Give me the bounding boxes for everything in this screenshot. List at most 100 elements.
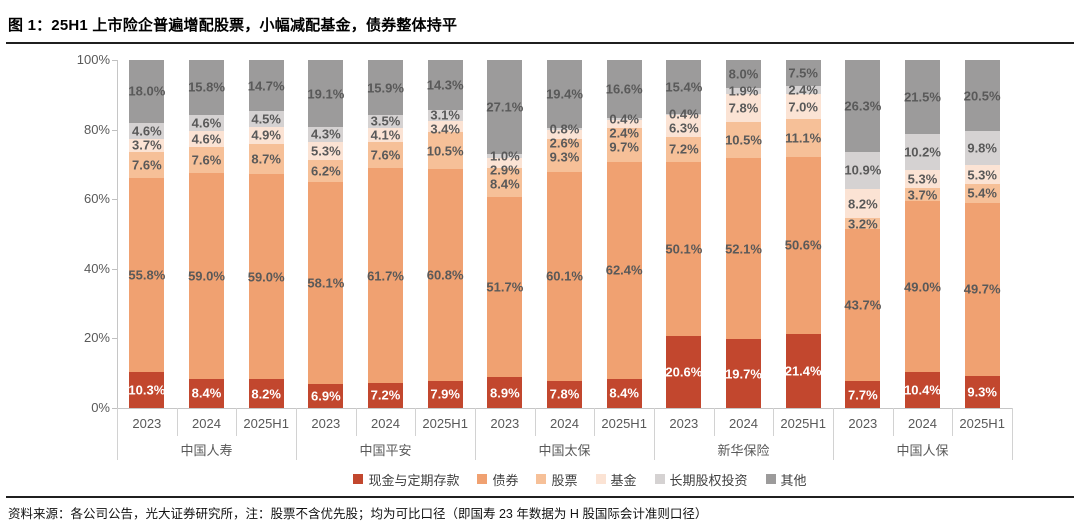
bar-segment — [368, 127, 403, 142]
year-separator — [415, 408, 417, 436]
bar-segment-label: 4.3% — [311, 126, 341, 142]
bar-segment — [487, 157, 523, 168]
bar-segment-label: 9.8% — [967, 140, 997, 156]
bar-segment — [964, 202, 1000, 376]
bar-segment — [606, 60, 642, 119]
y-axis-tick — [112, 408, 117, 409]
bar-segment-label: 55.8% — [128, 267, 166, 283]
bar-segment — [606, 127, 642, 162]
bar-segment — [427, 60, 463, 110]
bar-segment-label: 49.7% — [963, 281, 1001, 297]
bar-segment-label: 7.2% — [669, 141, 699, 157]
bar-segment-label: 0.8% — [549, 121, 580, 137]
bar-segment-label: 8.2% — [251, 386, 281, 402]
year-label: 2025H1 — [959, 416, 1005, 431]
bar-segment-label: 6.9% — [311, 388, 341, 404]
bar-segment — [726, 94, 761, 122]
legend-label: 债券 — [492, 472, 519, 488]
bar-segment — [606, 119, 642, 128]
legend-swatch — [477, 474, 488, 484]
bar-segment-label: 7.6% — [191, 152, 222, 168]
bar-segment — [248, 143, 284, 175]
year-label: 2023 — [848, 416, 878, 431]
bar-segment-label: 4.6% — [191, 131, 222, 147]
bar-segment-label: 3.7% — [132, 137, 162, 153]
y-axis-tick-label: 60% — [83, 191, 110, 207]
bar-segment — [845, 189, 881, 218]
bar-segment-label: 4.9% — [251, 127, 281, 143]
bar-segment — [427, 380, 463, 408]
bar-segment — [487, 154, 523, 158]
bar-segment-label: 19.7% — [725, 366, 762, 382]
group-label: 新华保险 — [717, 443, 770, 458]
bar-segment-label: 59.0% — [247, 269, 285, 285]
bar-segment-label: 8.4% — [191, 385, 222, 401]
bar-segment — [248, 379, 284, 408]
bar-segment-label: 2.4% — [609, 125, 639, 141]
bar-segment-label: 27.1% — [486, 99, 524, 115]
bar-segment — [964, 131, 1000, 166]
bar-segment — [785, 118, 821, 158]
bar-segment — [427, 109, 463, 121]
bar-segment — [427, 120, 463, 133]
legend-swatch — [654, 474, 665, 484]
group-label: 中国平安 — [359, 443, 412, 458]
bar-segment — [785, 157, 821, 334]
bar-segment-label: 3.5% — [370, 113, 401, 129]
group-separator — [654, 408, 655, 460]
bar-segment-label: 1.0% — [490, 148, 520, 164]
y-axis-tick — [112, 199, 117, 201]
bar-segment-label: 6.3% — [669, 120, 699, 136]
bar-segment — [368, 115, 403, 128]
year-separator — [952, 408, 954, 436]
bar-segment — [547, 380, 582, 408]
year-separator — [236, 408, 238, 436]
bar-segment — [189, 114, 224, 131]
legend-label: 其他 — [780, 472, 807, 488]
bar-segment — [964, 60, 1000, 132]
bar-segment — [487, 377, 523, 408]
year-separator — [355, 408, 357, 436]
group-separator — [475, 408, 476, 460]
bar-segment — [606, 161, 642, 379]
y-axis-tick-label: 80% — [83, 121, 110, 137]
bar-segment — [248, 111, 284, 127]
bar-segment-label: 7.9% — [430, 386, 460, 402]
year-label: 2023 — [132, 416, 162, 431]
bar-segment-label: 8.2% — [848, 196, 878, 212]
bar-segment — [964, 375, 1000, 408]
source-note: 资料来源：各公司公告，光大证券研究所，注：股票不含优先股；均为可比口径（即国寿 … — [8, 507, 708, 521]
legend: 现金与定期存款 债券 股票 基金 长期股权投资 其他 — [80, 469, 1080, 489]
bar-segment-label: 3.4% — [430, 121, 460, 137]
year-label: 2024 — [729, 416, 758, 431]
bar-segment-label: 20.6% — [665, 364, 703, 380]
legend-item: 现金与定期存款 — [353, 470, 459, 489]
bar-segment-label: 4.6% — [132, 123, 162, 139]
bar-segment-label: 8.0% — [728, 66, 759, 82]
bar-segment-label: 61.7% — [367, 268, 404, 284]
bar-segment-label: 7.6% — [132, 157, 162, 173]
bar-segment-label: 7.7% — [848, 387, 878, 403]
bar-segment — [248, 126, 284, 144]
bar-segment-label: 9.3% — [967, 384, 997, 400]
bar-segment-label: 1.9% — [728, 83, 759, 99]
bar-segment — [487, 197, 523, 378]
bar-segment-label: 7.8% — [549, 386, 580, 402]
year-separator — [176, 408, 178, 436]
bar-segment — [129, 60, 165, 123]
bar-segment-label: 60.1% — [546, 268, 583, 284]
bar-segment — [845, 217, 881, 230]
bar-segment — [129, 151, 165, 178]
bar-segment — [905, 188, 940, 202]
bar-segment-label: 15.9% — [367, 80, 404, 96]
bar-segment — [427, 168, 463, 381]
bar-segment — [368, 382, 403, 408]
bar-segment-label: 2.6% — [549, 135, 580, 151]
bar-segment-label: 19.4% — [546, 86, 583, 102]
bar-segment — [547, 130, 582, 140]
bar-segment — [129, 138, 165, 152]
year-separator — [892, 408, 894, 436]
bar-segment — [905, 169, 940, 189]
bar-segment — [487, 167, 523, 198]
bar-segment-label: 2.4% — [788, 82, 818, 98]
